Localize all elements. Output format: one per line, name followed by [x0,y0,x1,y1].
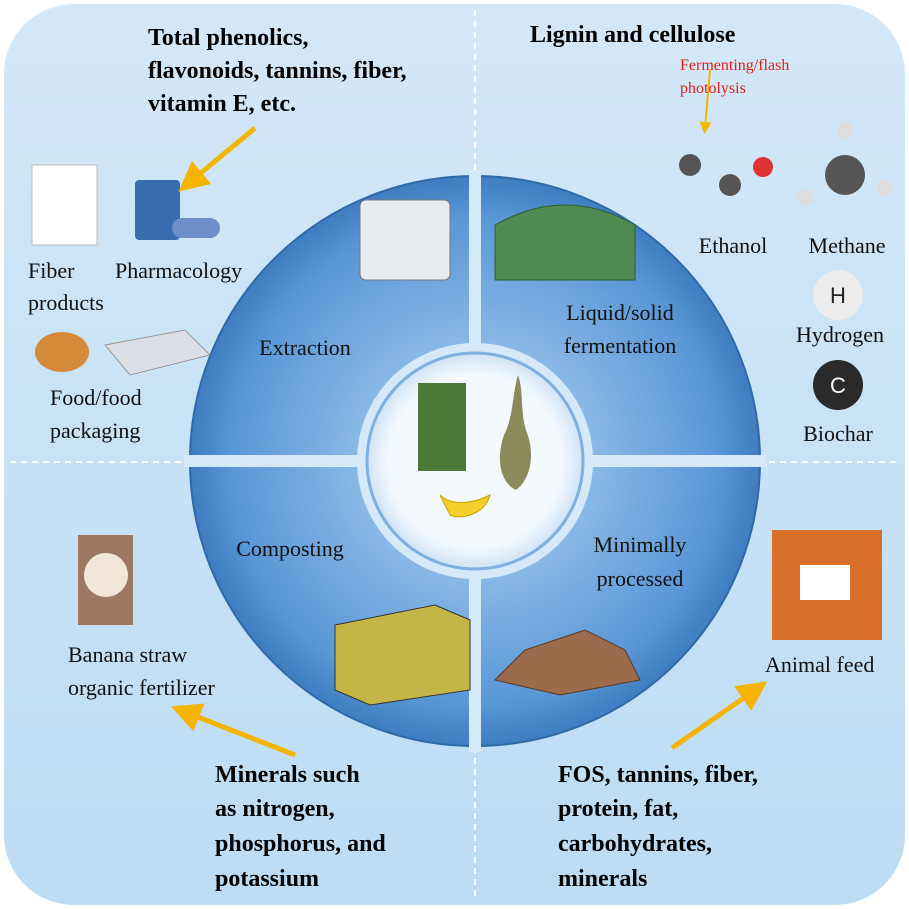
pill-icon [172,218,220,238]
heading: flavonoids, tannins, fiber, [148,58,407,84]
process-label: Composting [236,536,344,561]
process-label: Minimally [594,532,687,557]
note: Fermenting/flash [680,57,789,74]
heading: minerals [558,866,647,892]
fertilizer-label-icon [84,553,128,597]
heading: protein, fat, [558,796,678,822]
product-label: products [28,290,104,315]
process-label: Liquid/solid [566,300,674,325]
heading: vitamin E, etc. [148,91,296,117]
heading: carbohydrates, [558,831,712,857]
heading: potassium [215,866,319,892]
notebook-icon [32,165,97,245]
hub [367,353,583,569]
product-label: Animal feed [765,652,874,677]
heading: FOS, tannins, fiber, [558,762,758,788]
heading: phosphorus, and [215,831,386,857]
burger-icon [35,332,89,372]
feed-sack-label [800,565,850,600]
product-label: Fiber [28,258,75,283]
product-label: Ethanol [699,233,767,258]
plant-photo [418,383,466,471]
process-label: processed [597,566,684,591]
product-label: organic fertilizer [68,675,215,700]
product-label: Banana straw [68,642,187,667]
process-label: fermentation [564,333,676,358]
process-label: Extraction [259,335,351,360]
icon-label: H [830,283,846,308]
diagram: Total phenolics, flavonoids, tannins, fi… [0,0,909,909]
product-label: packaging [50,418,140,443]
icon-label: C [830,373,846,398]
digester-icon [495,205,635,280]
heading: as nitrogen, [215,796,335,822]
heading: Lignin and cellulose [530,22,736,48]
extractor-icon [360,200,450,280]
product-label: Hydrogen [796,322,884,347]
heading: Minerals such [215,762,360,788]
product-label: Food/food [50,385,142,410]
product-label: Pharmacology [115,258,242,283]
product-label: Biochar [803,421,873,446]
product-label: Methane [809,233,886,258]
heading: Total phenolics, [148,25,309,51]
note: photolysis [680,80,746,97]
